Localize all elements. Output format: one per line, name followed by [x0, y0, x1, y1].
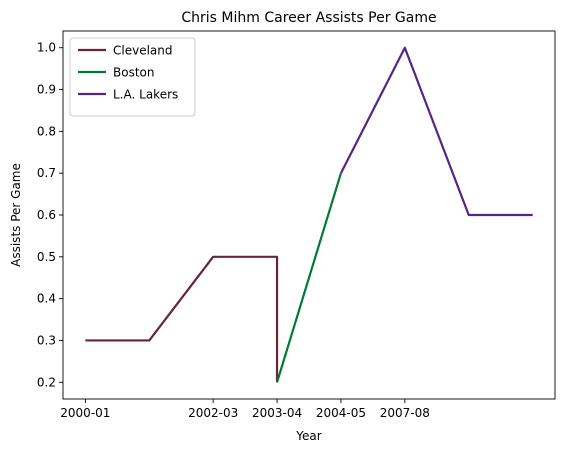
series-line-2: [339, 46, 533, 217]
legend-label: L.A. Lakers: [113, 88, 178, 102]
axes-layer: 0.2 0.3 0.4 0.5 0.6 0.7 0.8 0.9 1.0 2000-01 2002-0…: [37, 30, 556, 420]
chart-title: Chris Mihm Career Assists Per Game: [181, 10, 436, 26]
legend-box: [69, 37, 196, 117]
y-tick-label: 0.5: [37, 250, 56, 264]
y-tick-label: 1.0: [37, 41, 56, 55]
y-tick-label: 0.6: [37, 208, 56, 222]
series-line-0: [85, 255, 279, 383]
x-axis-label: Year: [295, 429, 321, 443]
x-tick-label: 2002-03: [188, 406, 238, 420]
y-tick-label: 0.8: [37, 124, 56, 138]
x-tick-label: 2007-08: [380, 406, 430, 420]
legend-label: Boston: [113, 66, 154, 80]
x-tick-label: 2004-05: [316, 406, 366, 420]
y-tick-label: 0.3: [37, 333, 56, 347]
y-tick-label: 0.2: [37, 375, 56, 389]
y-tick-label: 0.9: [37, 83, 56, 97]
legend-label: Cleveland: [113, 44, 173, 58]
y-tick-label: 0.7: [37, 166, 56, 180]
y-axis-label: Assists Per Game: [9, 163, 23, 267]
legend: Cleveland Boston L.A. Lakers: [69, 37, 196, 117]
x-tick-label: 2000-01: [60, 406, 110, 420]
y-tick-label: 0.4: [37, 292, 56, 306]
series-layer: [85, 46, 533, 383]
x-tick-label: 2003-04: [252, 406, 302, 420]
series-line-1: [275, 172, 343, 383]
